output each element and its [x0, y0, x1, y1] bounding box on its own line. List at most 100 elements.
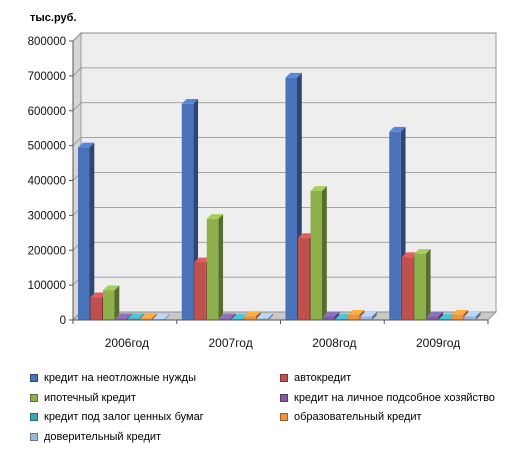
bar-front [360, 316, 372, 320]
bar-top [115, 313, 132, 319]
gridline-diagonal [72, 137, 82, 146]
legend-item: кредит на личное подсобное хозяйство [280, 392, 495, 404]
bar-side [164, 314, 170, 320]
bar-front [194, 262, 206, 320]
bar-side [230, 313, 236, 320]
bar-side [334, 311, 340, 320]
legend-item: ипотечный кредит [30, 392, 136, 404]
bar-side [218, 214, 224, 320]
x-tick-label: 2006год [105, 336, 149, 350]
y-tick-label: 0 [60, 315, 66, 327]
bar-top [285, 72, 302, 78]
bar-top [426, 311, 444, 317]
bar [244, 311, 261, 320]
bar-top [310, 186, 327, 191]
bar-top [451, 309, 469, 315]
legend-swatch [280, 393, 288, 402]
bar-front [451, 314, 464, 320]
bar-front [90, 297, 102, 320]
gridline-diagonal [72, 102, 82, 112]
bar-front [115, 318, 127, 320]
bar [360, 311, 377, 320]
legend-item: образовательный кредит [280, 411, 422, 423]
bar-side [114, 285, 120, 320]
legend-swatch [30, 374, 38, 382]
legend-label: образовательный кредит [294, 411, 422, 423]
legend-label: кредит на неотложные нужды [44, 372, 197, 384]
bar-top [389, 126, 406, 132]
legend-label: автокредит [294, 372, 352, 384]
bar-front [181, 103, 194, 321]
legend-label: кредит под залог ценных бумаг [44, 411, 204, 423]
bar-top [231, 314, 249, 319]
legend-swatch [280, 413, 288, 421]
x-tick-label: 2009год [416, 336, 460, 350]
legend-label: кредит на личное подсобное хозяйство [294, 391, 495, 404]
legend-item: кредит под залог ценных бумаг [30, 411, 204, 423]
bar-front [426, 316, 439, 320]
bar-top [206, 214, 224, 219]
bar-side [425, 248, 431, 320]
bar-front [310, 190, 322, 320]
bar [103, 285, 120, 320]
legend-swatch [30, 432, 38, 441]
bar-front [153, 318, 165, 320]
y-tick-label: 700000 [28, 71, 66, 83]
bar-side [152, 313, 157, 320]
y-axis: 0 100000 200000 300000 400000 500000 600000 700… [28, 36, 74, 327]
bar-front [464, 316, 476, 320]
legend-label: доверительный кредит [44, 430, 162, 443]
bar-front [323, 316, 335, 320]
bar-top [335, 314, 352, 319]
x-axis: 2006год 2007год 2008год 2009год [72, 319, 489, 350]
y-tick-label: 400000 [28, 176, 66, 188]
bar-front [140, 318, 152, 320]
y-tick-label: 200000 [28, 245, 66, 257]
bar-front [285, 77, 297, 321]
bar-side [475, 311, 481, 320]
bar-side [372, 311, 377, 320]
gridline-diagonal [72, 67, 82, 77]
bar [153, 314, 170, 320]
bar-top [401, 252, 419, 258]
bars [78, 72, 481, 321]
bar-top [78, 142, 95, 148]
bar-front [298, 238, 310, 320]
bar [323, 311, 340, 320]
legend-swatch [30, 393, 38, 402]
bar-top [181, 98, 199, 104]
bar [256, 313, 274, 320]
y-tick-label: 300000 [28, 210, 66, 222]
y-tick-label: 500000 [28, 141, 66, 153]
bar-front [219, 318, 231, 320]
y-tick-label: 100000 [28, 280, 66, 292]
bar [78, 142, 95, 320]
bar-top [298, 233, 315, 239]
bar [219, 313, 236, 320]
bar-front [389, 131, 401, 320]
bar-top [90, 292, 107, 298]
y-tick-label: 800000 [28, 36, 66, 48]
bar-top [414, 248, 431, 254]
bar-side [322, 186, 327, 320]
legend-item: доверительный кредит [30, 431, 161, 443]
legend-swatch [280, 374, 288, 382]
bar-top [439, 314, 456, 319]
bar [426, 311, 444, 320]
bar-top [103, 285, 120, 291]
x-tick-label: 2008год [312, 336, 356, 350]
bar [206, 214, 224, 320]
bar-top [128, 313, 145, 319]
bar [414, 248, 431, 320]
bar-top [244, 311, 261, 317]
bar-top [360, 311, 377, 317]
bar-front [439, 318, 451, 320]
bar-top [140, 313, 157, 319]
bar-front [335, 318, 347, 320]
unit-label: тыс.руб. [30, 12, 77, 24]
bar-front [414, 253, 426, 320]
bar-side [89, 142, 95, 320]
bar-front [348, 314, 360, 320]
bar-top [219, 313, 236, 319]
bar [310, 186, 327, 320]
